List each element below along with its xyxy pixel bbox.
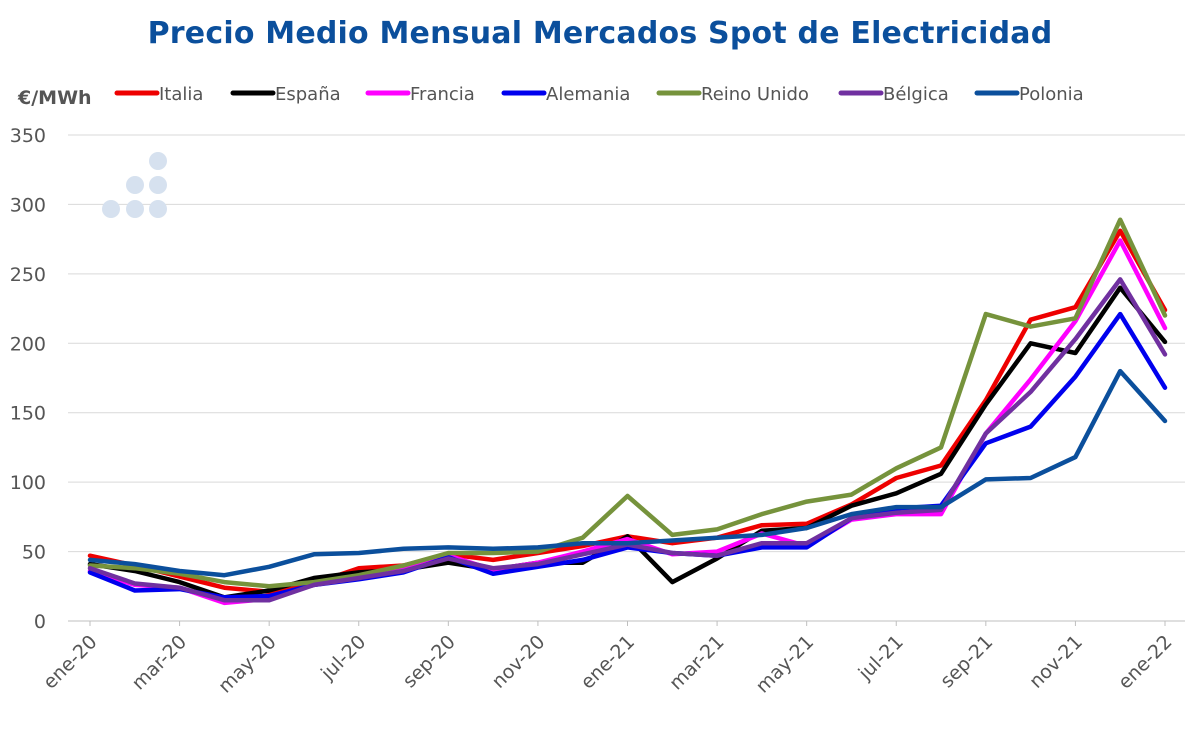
series-line-polonia xyxy=(87,368,1168,578)
legend-label: Bélgica xyxy=(883,84,949,105)
x-tick-label: nov-20 xyxy=(488,631,550,693)
dots-logo-icon xyxy=(102,152,167,218)
legend-label: Polonia xyxy=(1019,84,1084,105)
legend-label: Francia xyxy=(410,84,475,105)
x-tick-label: ene-20 xyxy=(39,631,102,694)
x-tick-label: sep-21 xyxy=(936,631,997,692)
chart-title: Precio Medio Mensual Mercados Spot de El… xyxy=(147,16,1053,51)
x-tick-label: mar-20 xyxy=(128,631,191,694)
series-line-alemania xyxy=(87,311,1168,600)
x-tick-label: may-20 xyxy=(214,631,281,698)
y-tick-label: 100 xyxy=(10,472,46,494)
x-tick-label: jul-20 xyxy=(316,631,370,685)
y-tick-label: 300 xyxy=(10,194,46,216)
series-line-reino-unido xyxy=(87,217,1168,589)
legend-label: Reino Unido xyxy=(701,84,809,105)
legend: Italia España Francia Alemania Reino Unido Bé… xyxy=(114,84,1084,105)
gridlines xyxy=(68,134,1185,622)
series-line-españa xyxy=(87,285,1168,600)
y-tick-label: 150 xyxy=(10,403,46,425)
y-tick-label: 50 xyxy=(22,542,46,564)
y-tick-label: 200 xyxy=(10,333,46,355)
x-tick-label: sep-20 xyxy=(399,631,460,692)
y-axis-label: €/MWh xyxy=(17,87,92,109)
series-line-bélgica xyxy=(87,277,1168,603)
y-tick-label: 0 xyxy=(34,611,46,633)
legend-label: Alemania xyxy=(546,84,630,105)
legend-label: España xyxy=(275,84,341,105)
x-tick-label: nov-21 xyxy=(1025,631,1087,693)
legend-label: Italia xyxy=(159,84,203,105)
x-axis-ticks: ene-20 mar-20 may-20 jul-20 sep-20 nov-20 ene-… xyxy=(39,621,1177,698)
series-lines xyxy=(87,217,1168,606)
x-tick-label: ene-21 xyxy=(576,631,639,694)
x-tick-label: ene-22 xyxy=(1114,631,1177,694)
x-tick-label: may-21 xyxy=(752,631,819,698)
x-tick-label: jul-21 xyxy=(854,631,908,685)
y-axis-ticks: 0 50 100 150 200 250 300 350 xyxy=(10,125,46,633)
x-tick-label: mar-21 xyxy=(665,631,728,694)
y-tick-label: 350 xyxy=(10,125,46,147)
y-tick-label: 250 xyxy=(10,264,46,286)
